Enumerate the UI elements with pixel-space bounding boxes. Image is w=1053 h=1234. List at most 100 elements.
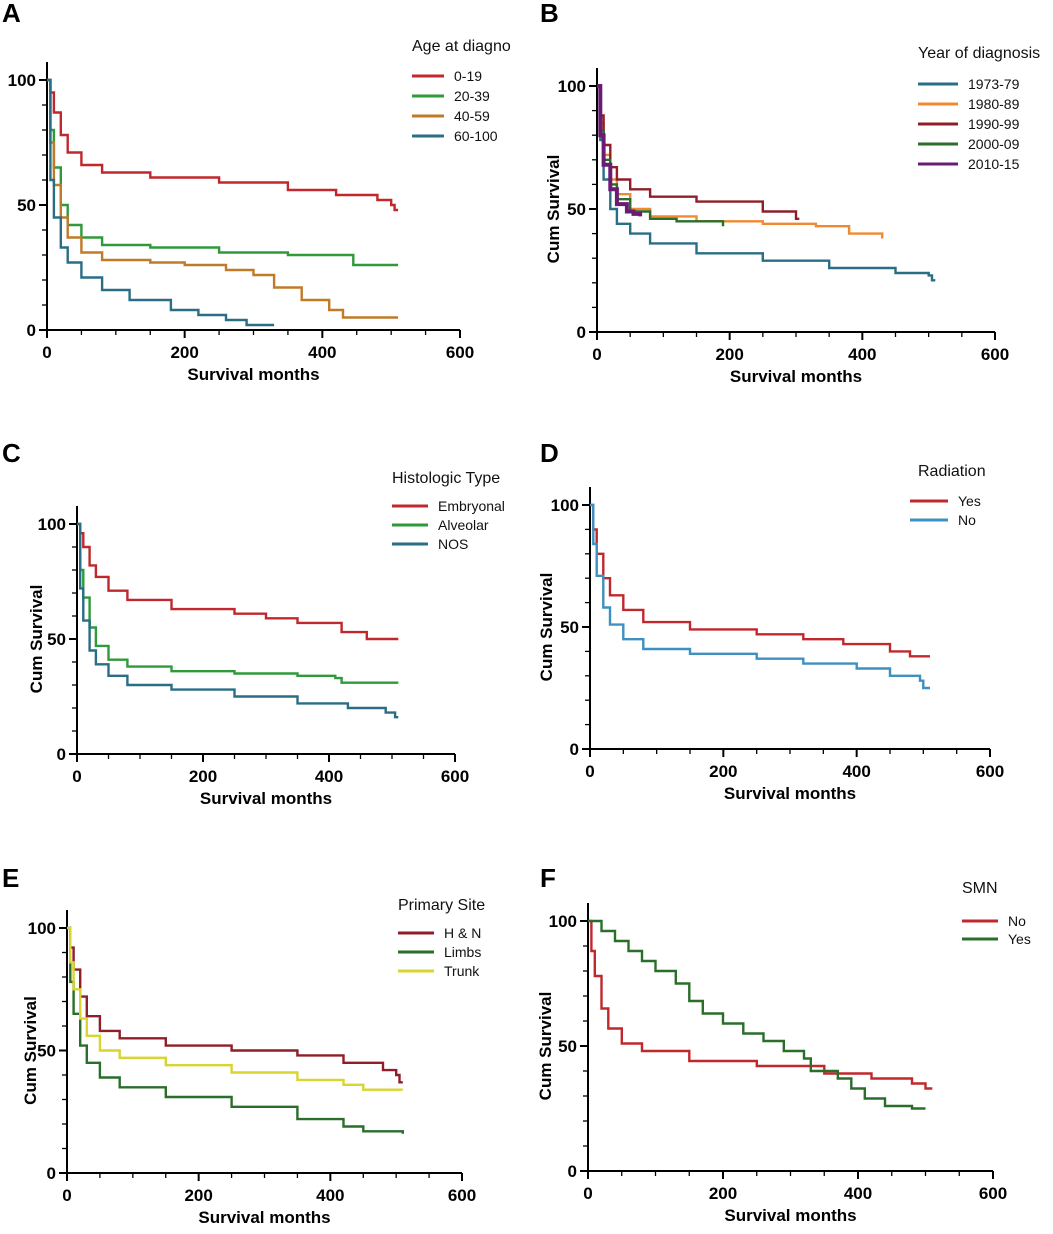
survival-curve-1990-99 [597, 84, 800, 220]
survival-curve-trunk [67, 926, 403, 1091]
x-tick-label: 600 [441, 767, 469, 786]
y-tick-label: 50 [567, 200, 586, 219]
y-axis-title: Cum Survival [536, 992, 555, 1101]
x-tick-label: 0 [583, 1184, 592, 1203]
y-tick-label: 0 [568, 1162, 577, 1181]
legend: Year of diagnosis 1973-79 1980-89 1990-99 20… [918, 45, 1040, 172]
y-tick-label: 100 [551, 496, 579, 515]
y-tick-label: 50 [47, 630, 66, 649]
survival-curve-limbs [67, 926, 404, 1134]
y-tick-label: 100 [549, 912, 577, 931]
x-tick-label: 600 [981, 345, 1009, 364]
survival-curve-20-39 [47, 78, 399, 267]
x-tick-label: 0 [585, 762, 594, 781]
x-axis-title: Survival months [730, 367, 862, 386]
y-tick-label: 50 [17, 196, 36, 215]
panel-f: F 0 50 100 0 200 400 600 Survival months Cum Surv… [536, 863, 1031, 1225]
x-tick-label: 0 [592, 345, 601, 364]
x-tick-label: 0 [42, 343, 51, 362]
y-tick-label: 100 [28, 919, 56, 938]
panel-letter: B [540, 0, 559, 28]
y-axis-title: Cum Survival [27, 585, 46, 694]
survival-curve-2010-15 [597, 84, 643, 217]
x-tick-label: 400 [844, 1184, 872, 1203]
legend-title: Age at diagno [412, 38, 511, 55]
legend-label: NOS [438, 536, 468, 552]
legend-label: 2010-15 [968, 156, 1020, 172]
panel-d: D 0 50 100 0 200 400 600 Survival months Cum Surv… [537, 438, 1004, 803]
legend-label: 20-39 [454, 88, 490, 104]
y-tick-label: 100 [38, 515, 66, 534]
legend-label: No [958, 512, 976, 528]
y-tick-label: 0 [47, 1164, 56, 1183]
y-tick-label: 100 [8, 71, 36, 90]
legend: Age at diagno 0-19 20-39 40-59 60-100 [412, 38, 511, 144]
legend-title: SMN [962, 880, 998, 897]
legend-label: 1973-79 [968, 76, 1020, 92]
legend: SMN No Yes [962, 880, 1031, 947]
survival-curve-40-59 [47, 78, 399, 319]
survival-curve-yes [590, 503, 930, 658]
legend-label: Limbs [444, 944, 481, 960]
y-axis-title: Cum Survival [544, 155, 563, 264]
panel-letter: E [2, 863, 19, 893]
legend-label: 1990-99 [968, 116, 1020, 132]
y-axis-title: Cum Survival [537, 573, 556, 682]
panel-letter: F [540, 863, 556, 893]
x-tick-label: 400 [848, 345, 876, 364]
y-tick-label: 50 [37, 1042, 56, 1061]
panel-letter: D [540, 438, 559, 468]
survival-curve-1973-79 [597, 84, 936, 282]
legend-title: Radiation [918, 463, 986, 480]
legend-label: Alveolar [438, 517, 489, 533]
x-tick-label: 200 [709, 1184, 737, 1203]
panel-letter: C [2, 438, 21, 468]
x-tick-label: 200 [189, 767, 217, 786]
panel-a: A 0 50 100 0 200 400 600 Survival months Age at d… [2, 0, 511, 384]
y-tick-label: 100 [558, 77, 586, 96]
panel-b: B 0 50 100 0 200 400 600 Survival months Cum Surv… [540, 0, 1040, 386]
legend-title: Year of diagnosis [918, 45, 1040, 62]
x-tick-label: 600 [448, 1186, 476, 1205]
legend: Histologic Type Embryonal Alveolar NOS [392, 470, 505, 552]
legend-label: 2000-09 [968, 136, 1020, 152]
x-tick-label: 200 [715, 345, 743, 364]
survival-curve-h-n [67, 926, 403, 1084]
survival-curve-embryonal [77, 522, 399, 641]
x-tick-label: 600 [446, 343, 474, 362]
legend-label: 60-100 [454, 128, 498, 144]
panel-c: C 0 50 100 0 200 400 600 Survival months Cum Surv… [2, 438, 505, 808]
x-tick-label: 400 [842, 762, 870, 781]
legend: Primary Site H & N Limbs Trunk [398, 897, 485, 979]
survival-curve-60-100 [47, 78, 275, 327]
y-axis-title: Cum Survival [21, 996, 40, 1105]
y-tick-label: 50 [558, 1037, 577, 1056]
legend-label: Trunk [444, 963, 480, 979]
x-axis-title: Survival months [724, 1206, 856, 1225]
legend-label: Yes [1008, 931, 1031, 947]
x-axis-title: Survival months [187, 365, 319, 384]
x-tick-label: 0 [62, 1186, 71, 1205]
survival-curve-alveolar [77, 522, 399, 684]
panel-e: E 0 50 100 0 200 400 600 Survival months Cum Surv… [2, 863, 485, 1227]
x-tick-label: 400 [308, 343, 336, 362]
survival-curve-no [588, 919, 933, 1090]
x-tick-label: 400 [315, 767, 343, 786]
y-tick-label: 0 [570, 740, 579, 759]
survival-curve-yes [588, 919, 926, 1110]
y-tick-label: 50 [560, 618, 579, 637]
y-tick-label: 0 [577, 323, 586, 342]
survival-curve-nos [77, 522, 399, 719]
survival-curve-no [590, 503, 930, 690]
legend-label: Embryonal [438, 498, 505, 514]
x-tick-label: 600 [976, 762, 1004, 781]
legend-title: Histologic Type [392, 470, 500, 487]
y-tick-label: 0 [27, 321, 36, 340]
x-tick-label: 200 [709, 762, 737, 781]
legend-label: No [1008, 913, 1026, 929]
x-tick-label: 200 [184, 1186, 212, 1205]
x-axis-title: Survival months [198, 1208, 330, 1227]
legend-label: 0-19 [454, 68, 482, 84]
y-tick-label: 0 [57, 745, 66, 764]
legend: Radiation Yes No [910, 463, 986, 528]
